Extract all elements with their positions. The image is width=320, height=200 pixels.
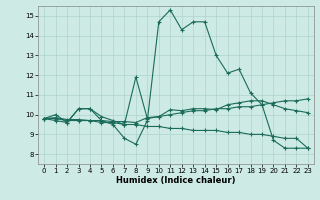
- X-axis label: Humidex (Indice chaleur): Humidex (Indice chaleur): [116, 176, 236, 185]
